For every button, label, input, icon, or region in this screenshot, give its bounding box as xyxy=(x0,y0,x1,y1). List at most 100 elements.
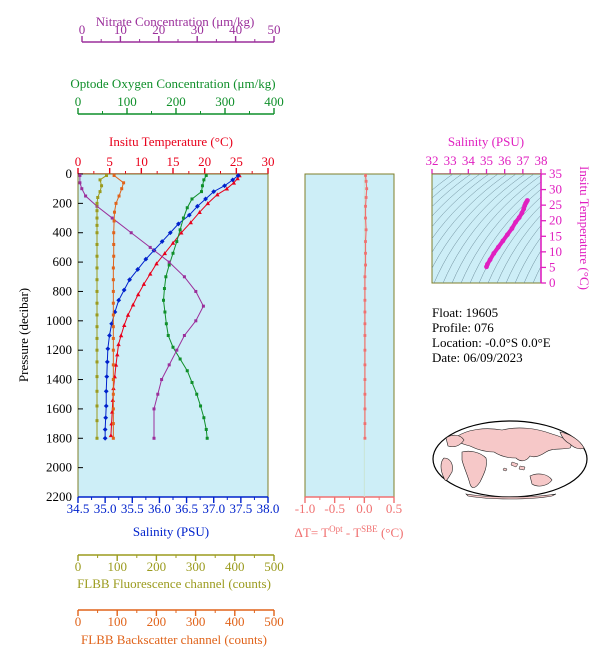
fluorescence-point xyxy=(95,348,99,352)
oxygen-point xyxy=(185,369,189,373)
nitrate-point xyxy=(110,216,114,220)
dt-axis-tick-label: -1.0 xyxy=(295,501,316,516)
temperature-axis-tick-label: 25 xyxy=(230,154,243,169)
ts-density-contour xyxy=(432,174,472,208)
temperature-axis: Insitu Temperature (°C) 0 5 10 15 20 25 30 xyxy=(75,134,275,175)
dt-point xyxy=(363,322,367,326)
temperature-point xyxy=(125,312,131,317)
ts-density-contour xyxy=(432,174,463,199)
oxygen-point xyxy=(185,206,189,210)
salinity-point xyxy=(104,359,110,365)
location: Location: -0.0°S 0.0°E xyxy=(432,335,551,350)
nitrate-axis-tick-label: 40 xyxy=(229,22,242,37)
oxygen-point xyxy=(190,197,194,201)
ts-series xyxy=(484,198,530,270)
dt-point xyxy=(364,174,367,177)
fluorescence-point xyxy=(95,336,99,340)
temperature-axis-tick-label: 15 xyxy=(167,154,180,169)
salinity-axis-tick-label: 36.5 xyxy=(175,501,198,516)
oxygen-point xyxy=(164,322,168,326)
backscatter-point xyxy=(112,254,116,258)
dt-series xyxy=(363,174,369,497)
nitrate-point xyxy=(175,348,179,352)
ts-salinity-axis: Salinity (PSU) 32 33 34 35 36 37 38 xyxy=(426,134,548,175)
nitrate-point xyxy=(156,392,160,396)
map-south-america xyxy=(440,457,453,481)
fluorescence-axis-tick-label: 500 xyxy=(264,559,284,574)
pressure-tick-label: 1000 xyxy=(46,313,72,328)
backscatter-point xyxy=(112,242,116,246)
temperature-point xyxy=(115,352,120,357)
backscatter-point xyxy=(111,348,115,352)
backscatter-point xyxy=(120,187,124,191)
nitrate-point xyxy=(148,245,152,249)
backscatter-point xyxy=(111,407,115,411)
dt-point xyxy=(364,240,367,243)
float-id: Float: 19605 xyxy=(432,305,498,320)
temperature-axis-tick-label: 0 xyxy=(75,154,82,169)
dt-point xyxy=(363,334,367,337)
dt-point xyxy=(363,348,367,352)
profile-series xyxy=(78,173,242,441)
fluorescence-axis-tick-label: 400 xyxy=(225,559,245,574)
backscatter-point xyxy=(111,422,115,426)
backscatter-point xyxy=(111,278,115,282)
fluorescence-point xyxy=(95,301,99,305)
nitrate-axis-label: Nitrate Concentration (μm/kg) xyxy=(96,14,255,29)
fluorescence-axis-tick-label: 0 xyxy=(75,559,82,574)
temperature-point xyxy=(162,251,167,256)
backscatter-axis: FLBB Backscatter channel (counts) 0 100 20… xyxy=(75,609,284,647)
ts-salinity-tick-label: 37 xyxy=(516,153,530,168)
backscatter-point xyxy=(122,181,126,185)
oxygen-axis-tick-label: 200 xyxy=(166,94,186,109)
ts-point xyxy=(485,261,490,267)
temperature-point xyxy=(215,192,220,197)
ts-density-contour xyxy=(523,250,541,283)
temperature-point xyxy=(148,271,153,276)
pressure-tick-label: 400 xyxy=(53,225,73,240)
oxygen-point xyxy=(164,275,168,279)
salinity-point xyxy=(195,203,200,209)
dt-point xyxy=(364,216,367,220)
salinity-point xyxy=(102,427,108,432)
fluorescence-point xyxy=(95,313,99,317)
oxygen-axis: Optode Oxygen Concentration (μm/kg) 0 100… xyxy=(70,76,284,115)
nitrate-point xyxy=(201,304,205,308)
backscatter-point xyxy=(111,363,115,367)
oxygen-point xyxy=(163,310,167,314)
temperature-axis-tick-label: 10 xyxy=(135,154,148,169)
fluorescence-point xyxy=(95,375,99,379)
ts-point xyxy=(500,238,506,244)
fluorescence-point xyxy=(95,254,99,258)
salinity-axis-tick-label: 35.0 xyxy=(94,501,117,516)
salinity-point xyxy=(167,230,173,236)
nitrate-point xyxy=(84,194,88,198)
nitrate-point xyxy=(152,436,156,440)
fluorescence-point xyxy=(95,223,99,227)
ts-density-contour xyxy=(432,174,454,191)
fluorescence-point xyxy=(95,216,99,220)
salinity-axis: Salinity (PSU) 34.5 35.0 35.5 36.0 36.5 37.0 3… xyxy=(67,496,279,539)
fluorescence-axis-tick-label: 200 xyxy=(147,559,167,574)
salinity-point xyxy=(102,435,108,441)
nitrate-point xyxy=(194,289,198,293)
ts-density-contour xyxy=(432,174,508,253)
fluorescence-point xyxy=(96,195,100,199)
temperature-point xyxy=(135,292,141,297)
salinity-point xyxy=(127,277,132,283)
dt-point xyxy=(363,378,367,381)
backscatter-point xyxy=(111,313,115,317)
temperature-point xyxy=(179,230,184,235)
ts-density-contour xyxy=(487,205,541,283)
ts-point xyxy=(519,210,525,216)
backscatter-point xyxy=(111,301,115,305)
backscatter-point xyxy=(111,289,115,293)
oxygen-point xyxy=(190,380,194,384)
fluorescence-point xyxy=(95,289,99,293)
ts-point xyxy=(491,251,497,256)
backscatter-axis-tick-label: 0 xyxy=(75,614,82,629)
ts-point xyxy=(504,232,510,238)
dt-axis-tick-label: 0.0 xyxy=(356,501,372,516)
dt-axis: ΔT= TOpt - TSBE (°C) -1.0 -0.5 0.0 0.5 xyxy=(295,496,403,540)
oxygen-axis-tick-label: 0 xyxy=(75,94,82,109)
